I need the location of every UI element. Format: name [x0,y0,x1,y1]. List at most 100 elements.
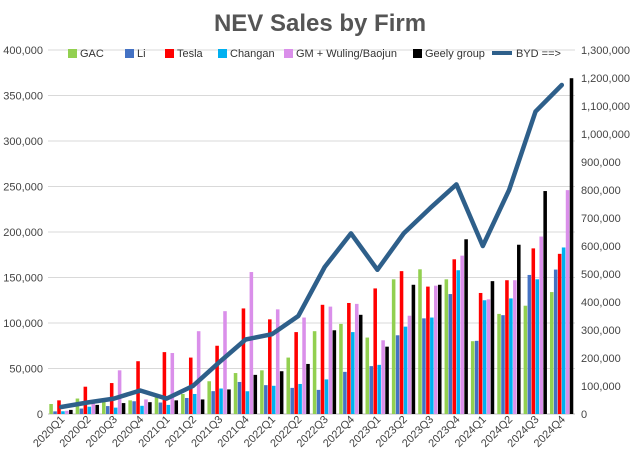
bar-gac [154,395,159,414]
byd-line-path [58,82,565,410]
bar-changan [166,404,171,414]
bar-gm-wuling-baojun [407,315,412,414]
bar-gac [102,400,106,414]
y-axis-right: 0 100,000 200,000 300,000 400,000 500,000 600,… [581,45,630,421]
y2-tick-label: 800,000 [581,185,621,197]
bar-gac [418,269,422,414]
bar-gac [286,357,291,414]
y2-tick-label: 1,200,000 [581,73,630,85]
legend-label-gac: GAC [80,48,104,60]
bar-li [553,269,558,414]
bar-gm-wuling-baojun [170,353,175,414]
bar-li [343,371,347,414]
bar-geely-group [358,314,363,414]
bar-tesla [83,386,88,414]
bar-changan [509,298,513,414]
bar-li [79,408,84,414]
x-axis: 2020Q12020Q22020Q32020Q42021Q12021Q22021… [31,414,568,450]
bar-li [422,318,426,414]
bar-gac [339,323,343,414]
bar-geely-group [385,346,389,414]
y2-tick-label: 500,000 [581,269,621,281]
bar-tesla [452,259,457,414]
bar-gm-wuling-baojun [328,306,333,414]
bar-li [158,402,163,414]
bar-gac [233,373,238,414]
bar-geely-group [174,400,179,414]
bar-li [527,274,532,414]
y2-tick-label: 1,100,000 [581,101,630,113]
bar-li [448,294,453,414]
bar-geely-group [253,374,258,414]
bar-geely-group [411,284,416,414]
bar-geely-group [227,389,231,414]
bar-changan [456,270,460,414]
bar-changan [140,405,144,414]
bar-geely-group [279,371,284,414]
bar-gm-wuling-baojun [539,236,543,414]
bar-gm-wuling-baojun [144,399,148,414]
bar-tesla [557,253,562,414]
bar-gac [549,292,554,414]
bar-gm-wuling-baojun [223,311,227,414]
bar-gm-wuling-baojun [486,299,491,414]
chart-title: NEV Sales by Firm [214,10,426,37]
bar-geely-group [69,409,73,414]
bar-tesla [294,332,298,414]
y2-tick-label: 700,000 [581,213,621,225]
y2-tick-label: 100,000 [581,381,621,393]
bar-gm-wuling-baojun [302,317,306,414]
y-tick-label: 300,000 [3,136,43,148]
y-tick-label: 0 [37,409,43,421]
bar-li [185,397,189,414]
bar-tesla [478,292,483,414]
byd-line [58,82,565,410]
bar-tesla [320,304,325,414]
bar-geely-group [490,281,495,414]
bar-changan [298,383,302,414]
bar-geely-group [437,284,442,414]
bar-gm-wuling-baojun [91,400,96,414]
legend-swatch-gm-wuling-baojun [284,49,293,58]
bar-gac [497,313,501,414]
bar-gm-wuling-baojun [117,370,122,414]
bar-tesla [241,308,246,414]
legend-label-byd: BYD ==> [516,48,561,60]
bar-gac [128,400,132,414]
legend-label-tesla: Tesla [177,48,204,60]
gridlines [48,49,575,415]
bar-changan [482,300,487,414]
bar-gm-wuling-baojun [513,280,517,414]
bar-changan [535,279,540,414]
bar-geely-group [200,399,205,414]
bar-gm-wuling-baojun [565,190,570,414]
legend-swatch-gac [68,49,77,58]
bar-geely-group [517,244,521,414]
bar-tesla [505,280,509,414]
bar-li [501,315,505,414]
bar-gac [260,370,264,414]
bar-tesla [162,352,167,414]
y-axis-left: 0 50,000 100,000 150,000 200,000 250,000 300,0… [3,45,43,421]
y2-tick-label: 900,000 [581,157,621,169]
bar-geely-group [306,363,310,414]
bar-gac [444,279,449,414]
y-tick-label: 350,000 [3,91,43,103]
bar-tesla [136,361,140,414]
bar-gm-wuling-baojun [249,272,254,414]
y2-tick-label: 200,000 [581,353,621,365]
bar-gac [207,381,211,414]
bar-li [237,381,242,414]
bar-tesla [426,286,430,414]
legend-swatch-tesla [165,49,174,58]
bar-li [395,335,400,414]
bar-tesla [347,302,351,414]
bar-changan [351,332,355,414]
bar-gac [523,305,528,414]
legend-swatch-geely-group [413,49,422,58]
y2-tick-label: 300,000 [581,325,621,337]
bar-tesla [373,288,377,414]
bar-gac [470,341,475,414]
